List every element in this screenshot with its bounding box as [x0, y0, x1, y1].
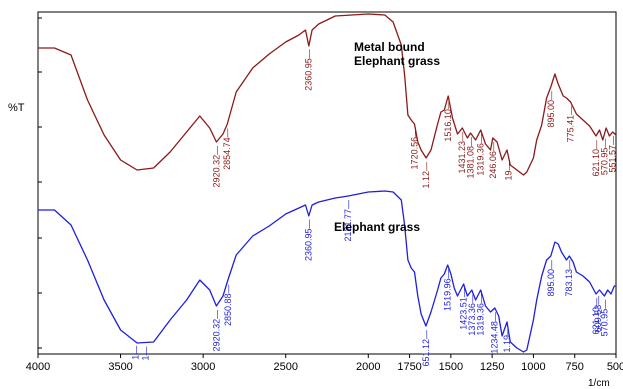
peak-label: 2850.88— — [223, 285, 233, 327]
peak-label: 2360.95— — [304, 220, 314, 262]
peak-label: 1234.48— — [490, 312, 500, 354]
peak-label: 621.10— — [591, 298, 601, 335]
series-line-1 — [38, 190, 616, 353]
peak-label: 1.19— — [502, 326, 512, 353]
peak-label: 2360.95— — [304, 49, 314, 91]
x-tick-label: 1500 — [439, 361, 463, 373]
peak-label: 2920.32— — [211, 146, 221, 188]
peak-label: 2121.77— — [343, 200, 353, 242]
series-line-0 — [38, 13, 617, 176]
x-tick-label: 1750 — [397, 361, 421, 373]
peak-label: 775.41— — [566, 106, 576, 143]
peak-label: 2920.32— — [211, 310, 221, 352]
peak-label: 1516.10— — [443, 100, 453, 142]
peak-label: 570.95— — [599, 139, 609, 176]
x-tick-label: 3500 — [108, 361, 132, 373]
peak-label: 1519.96— — [443, 269, 453, 311]
peak-label: 1373.36— — [467, 294, 477, 336]
peak-label: 1720.56— — [409, 128, 419, 170]
peak-label: 246.06— — [488, 142, 498, 179]
x-tick-label: 4000 — [26, 361, 50, 373]
x-tick-label: 1000 — [521, 361, 545, 373]
peak-label: 2854.74— — [222, 128, 232, 170]
peak-label: 1319.36— — [476, 134, 486, 176]
peak-label: 621.10— — [591, 140, 601, 177]
x-tick-label: 2000 — [356, 361, 380, 373]
peak-label: 1.12— — [421, 162, 431, 189]
peak-label: 19— — [504, 162, 514, 181]
peak-label: 551.57— — [608, 136, 618, 173]
x-tick-label: 500 — [607, 361, 623, 373]
plot-frame — [37, 11, 617, 355]
y-axis-title: %T — [8, 102, 25, 114]
peak-label: 1— — [140, 347, 150, 361]
peak-label: 1431.23— — [457, 132, 467, 174]
peak-label: 651.12— — [421, 330, 431, 367]
series-label-line: Metal bound — [354, 40, 425, 54]
peak-label: 609.53— — [593, 296, 603, 333]
x-tick-label: 750 — [566, 361, 584, 373]
peak-label: 783.13— — [564, 260, 574, 297]
x-axis-unit: 1/cm — [588, 378, 610, 389]
peak-label: 895.00— — [546, 260, 556, 297]
x-tick-label: 1250 — [480, 361, 504, 373]
series-label-metal-bound: Metal bound Elephant grass — [354, 40, 440, 68]
peak-label: 570.95— — [599, 300, 609, 337]
peak-label: 1381.08— — [466, 137, 476, 179]
x-tick-label: 3000 — [191, 361, 215, 373]
series-label-elephant-grass: Elephant grass — [334, 220, 420, 234]
x-tick-label: 2500 — [273, 361, 297, 373]
peak-label: 1319.36— — [476, 294, 486, 336]
series-label-line: Elephant grass — [354, 54, 441, 68]
peak-label: 1423.51— — [459, 288, 469, 330]
series-label-line: Elephant grass — [334, 220, 421, 234]
peak-label: 895.00— — [546, 91, 556, 128]
peak-label: 1— — [130, 346, 140, 360]
